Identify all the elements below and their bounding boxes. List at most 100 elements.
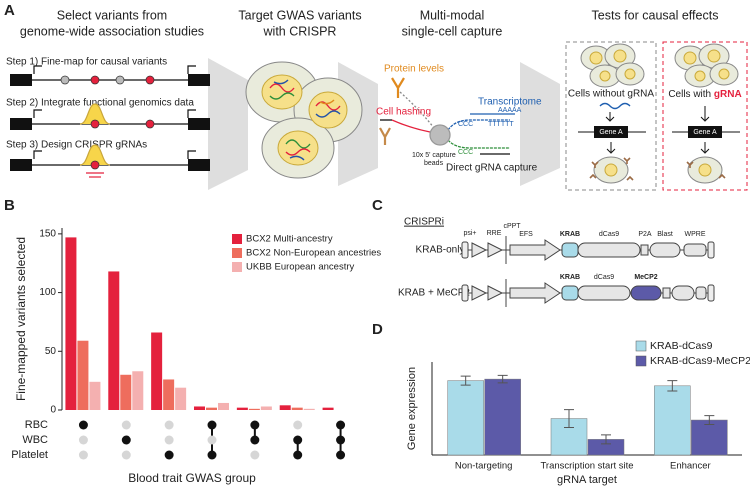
capture-label: Protein levels (384, 64, 444, 75)
constructs (461, 236, 715, 307)
set-dot (293, 435, 303, 445)
element-label: RRE (487, 230, 502, 237)
gene-box (594, 126, 628, 138)
construct-title: CRISPRi (404, 217, 444, 228)
bar (291, 407, 303, 410)
set-dot (121, 435, 131, 445)
element-label: psi+ (463, 230, 476, 237)
element-label: dCas9 (594, 274, 614, 281)
construct-elements: psi+ RRE cPPT EFS KRAB dCas9 P2A Blast W… (463, 223, 705, 281)
bar (322, 407, 334, 410)
element-label: KRAB (560, 231, 580, 238)
error-bar (667, 380, 678, 392)
element-label: EFS (519, 231, 533, 238)
bar (279, 405, 291, 410)
set-dot (164, 420, 174, 430)
set-label: Platelet (11, 449, 48, 461)
set-dot (250, 450, 260, 460)
capture-label: Transcriptome (478, 97, 542, 108)
bar (447, 380, 484, 456)
bar (248, 408, 260, 410)
set-dot (78, 420, 88, 430)
step-label: Step 3) Design CRISPR gRNAs (6, 140, 147, 151)
bar (175, 387, 187, 410)
panel-label: C (372, 197, 383, 214)
bar (194, 406, 205, 410)
gene-label: Gene A (599, 129, 623, 136)
test-box (565, 41, 657, 191)
x-tick-label: Transcription start site (540, 461, 633, 472)
error-bar (601, 434, 611, 445)
bar (151, 332, 163, 410)
bar (65, 237, 77, 410)
capture-label: TTTTTT (488, 121, 514, 128)
y-axis-label: Fine-mapped variants selected (14, 237, 28, 401)
set-dot (336, 450, 346, 460)
construct-name: KRAB + MeCP2 (398, 288, 470, 299)
bar (691, 419, 728, 456)
set-dot (121, 450, 131, 460)
set-dot (164, 435, 174, 445)
y-tick-label: 0 (50, 405, 56, 416)
error-bar (460, 375, 471, 386)
capture-label: Cell hashing (376, 107, 431, 118)
set-dot (78, 435, 88, 445)
y-tick-label: 100 (39, 287, 56, 298)
legend-swatch (635, 355, 647, 367)
legend-label: BCX2 Non-European ancestries (246, 248, 381, 259)
element-label: MeCP2 (634, 274, 657, 281)
capture-label: CCC (458, 121, 473, 128)
element-label: KRAB (560, 274, 580, 281)
legend-swatch (635, 340, 647, 352)
step-label: Step 1) Fine-map for causal variants (6, 57, 167, 68)
y-axis-label: Gene expression (406, 367, 418, 450)
set-dot (207, 435, 217, 445)
column-header: genome-wide association studies (20, 24, 204, 38)
construct-name: KRAB-only (416, 245, 465, 256)
gene-box (688, 126, 722, 138)
legend-label: KRAB-dCas9 (650, 340, 713, 352)
test-cells (580, 43, 739, 184)
bar (120, 374, 132, 410)
test-label: Cells with gRNA (668, 89, 741, 100)
error-bar (497, 374, 508, 384)
bar (236, 407, 248, 410)
legend-label: KRAB-dCas9-MeCP2 (650, 355, 750, 367)
bar (132, 371, 144, 410)
column-header: single-cell capture (402, 24, 503, 38)
legend-swatch (232, 234, 242, 244)
element-label: dCas9 (599, 231, 619, 238)
bar (108, 271, 120, 410)
error-bar (704, 415, 715, 425)
x-axis-label: Blood trait GWAS group (128, 471, 256, 485)
bar (303, 408, 315, 410)
element-label: cPPT (503, 223, 521, 230)
test-label: Cells with (668, 89, 711, 100)
error-bar (564, 409, 574, 428)
x-tick-label: Non-targeting (455, 461, 513, 472)
set-dot (293, 420, 303, 430)
bar (77, 340, 89, 410)
gene-label: Gene A (693, 129, 717, 136)
set-dot (121, 420, 131, 430)
element-label: P2A (638, 231, 652, 238)
capture-label: Direct gRNA capture (446, 163, 538, 174)
panel-label: B (4, 197, 15, 214)
test-box (662, 41, 748, 191)
bar (484, 378, 521, 456)
element-label: Blast (657, 231, 673, 238)
legend-label: BCX2 Multi-ancestry (246, 234, 333, 245)
set-dot (336, 420, 346, 430)
capture-label: beads (424, 160, 444, 167)
y-tick-label: 50 (45, 346, 57, 357)
bar (260, 406, 272, 410)
x-axis-label: gRNA target (557, 474, 617, 486)
panel-label: A (4, 2, 15, 19)
step-label: Step 2) Integrate functional genomics da… (6, 98, 194, 109)
set-dot (207, 420, 217, 430)
y-tick-label: 150 (39, 229, 56, 240)
column-header: Select variants from (57, 8, 167, 22)
gene-boxes (10, 74, 210, 171)
legend-swatch (232, 248, 242, 258)
